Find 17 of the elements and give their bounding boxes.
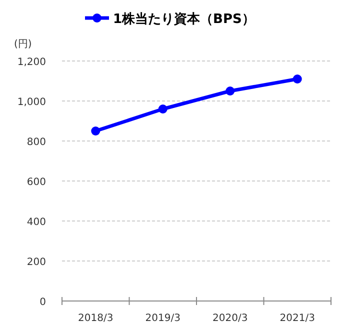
y-tick-label: 0 [40, 297, 46, 308]
x-tick-label: 2018/3 [78, 313, 114, 324]
y-tick-label: 600 [26, 177, 46, 188]
x-tick-label: 2019/3 [145, 313, 180, 324]
x-tick-label: 2021/3 [280, 313, 315, 324]
y-tick-label: 1,000 [17, 97, 46, 108]
y-tick-label: 800 [26, 137, 46, 148]
y-tick-label: 400 [26, 217, 46, 228]
point [226, 86, 235, 96]
x-tick-label: 2020/3 [212, 313, 248, 324]
y-axis-title: (円) [14, 39, 32, 50]
point [292, 74, 302, 84]
legend-label: 1株当たり資本（BPS） [113, 12, 255, 27]
y-tick-label: 1,200 [17, 57, 46, 68]
y-tick-label: 200 [26, 257, 46, 268]
point [91, 126, 100, 136]
point [158, 104, 168, 114]
